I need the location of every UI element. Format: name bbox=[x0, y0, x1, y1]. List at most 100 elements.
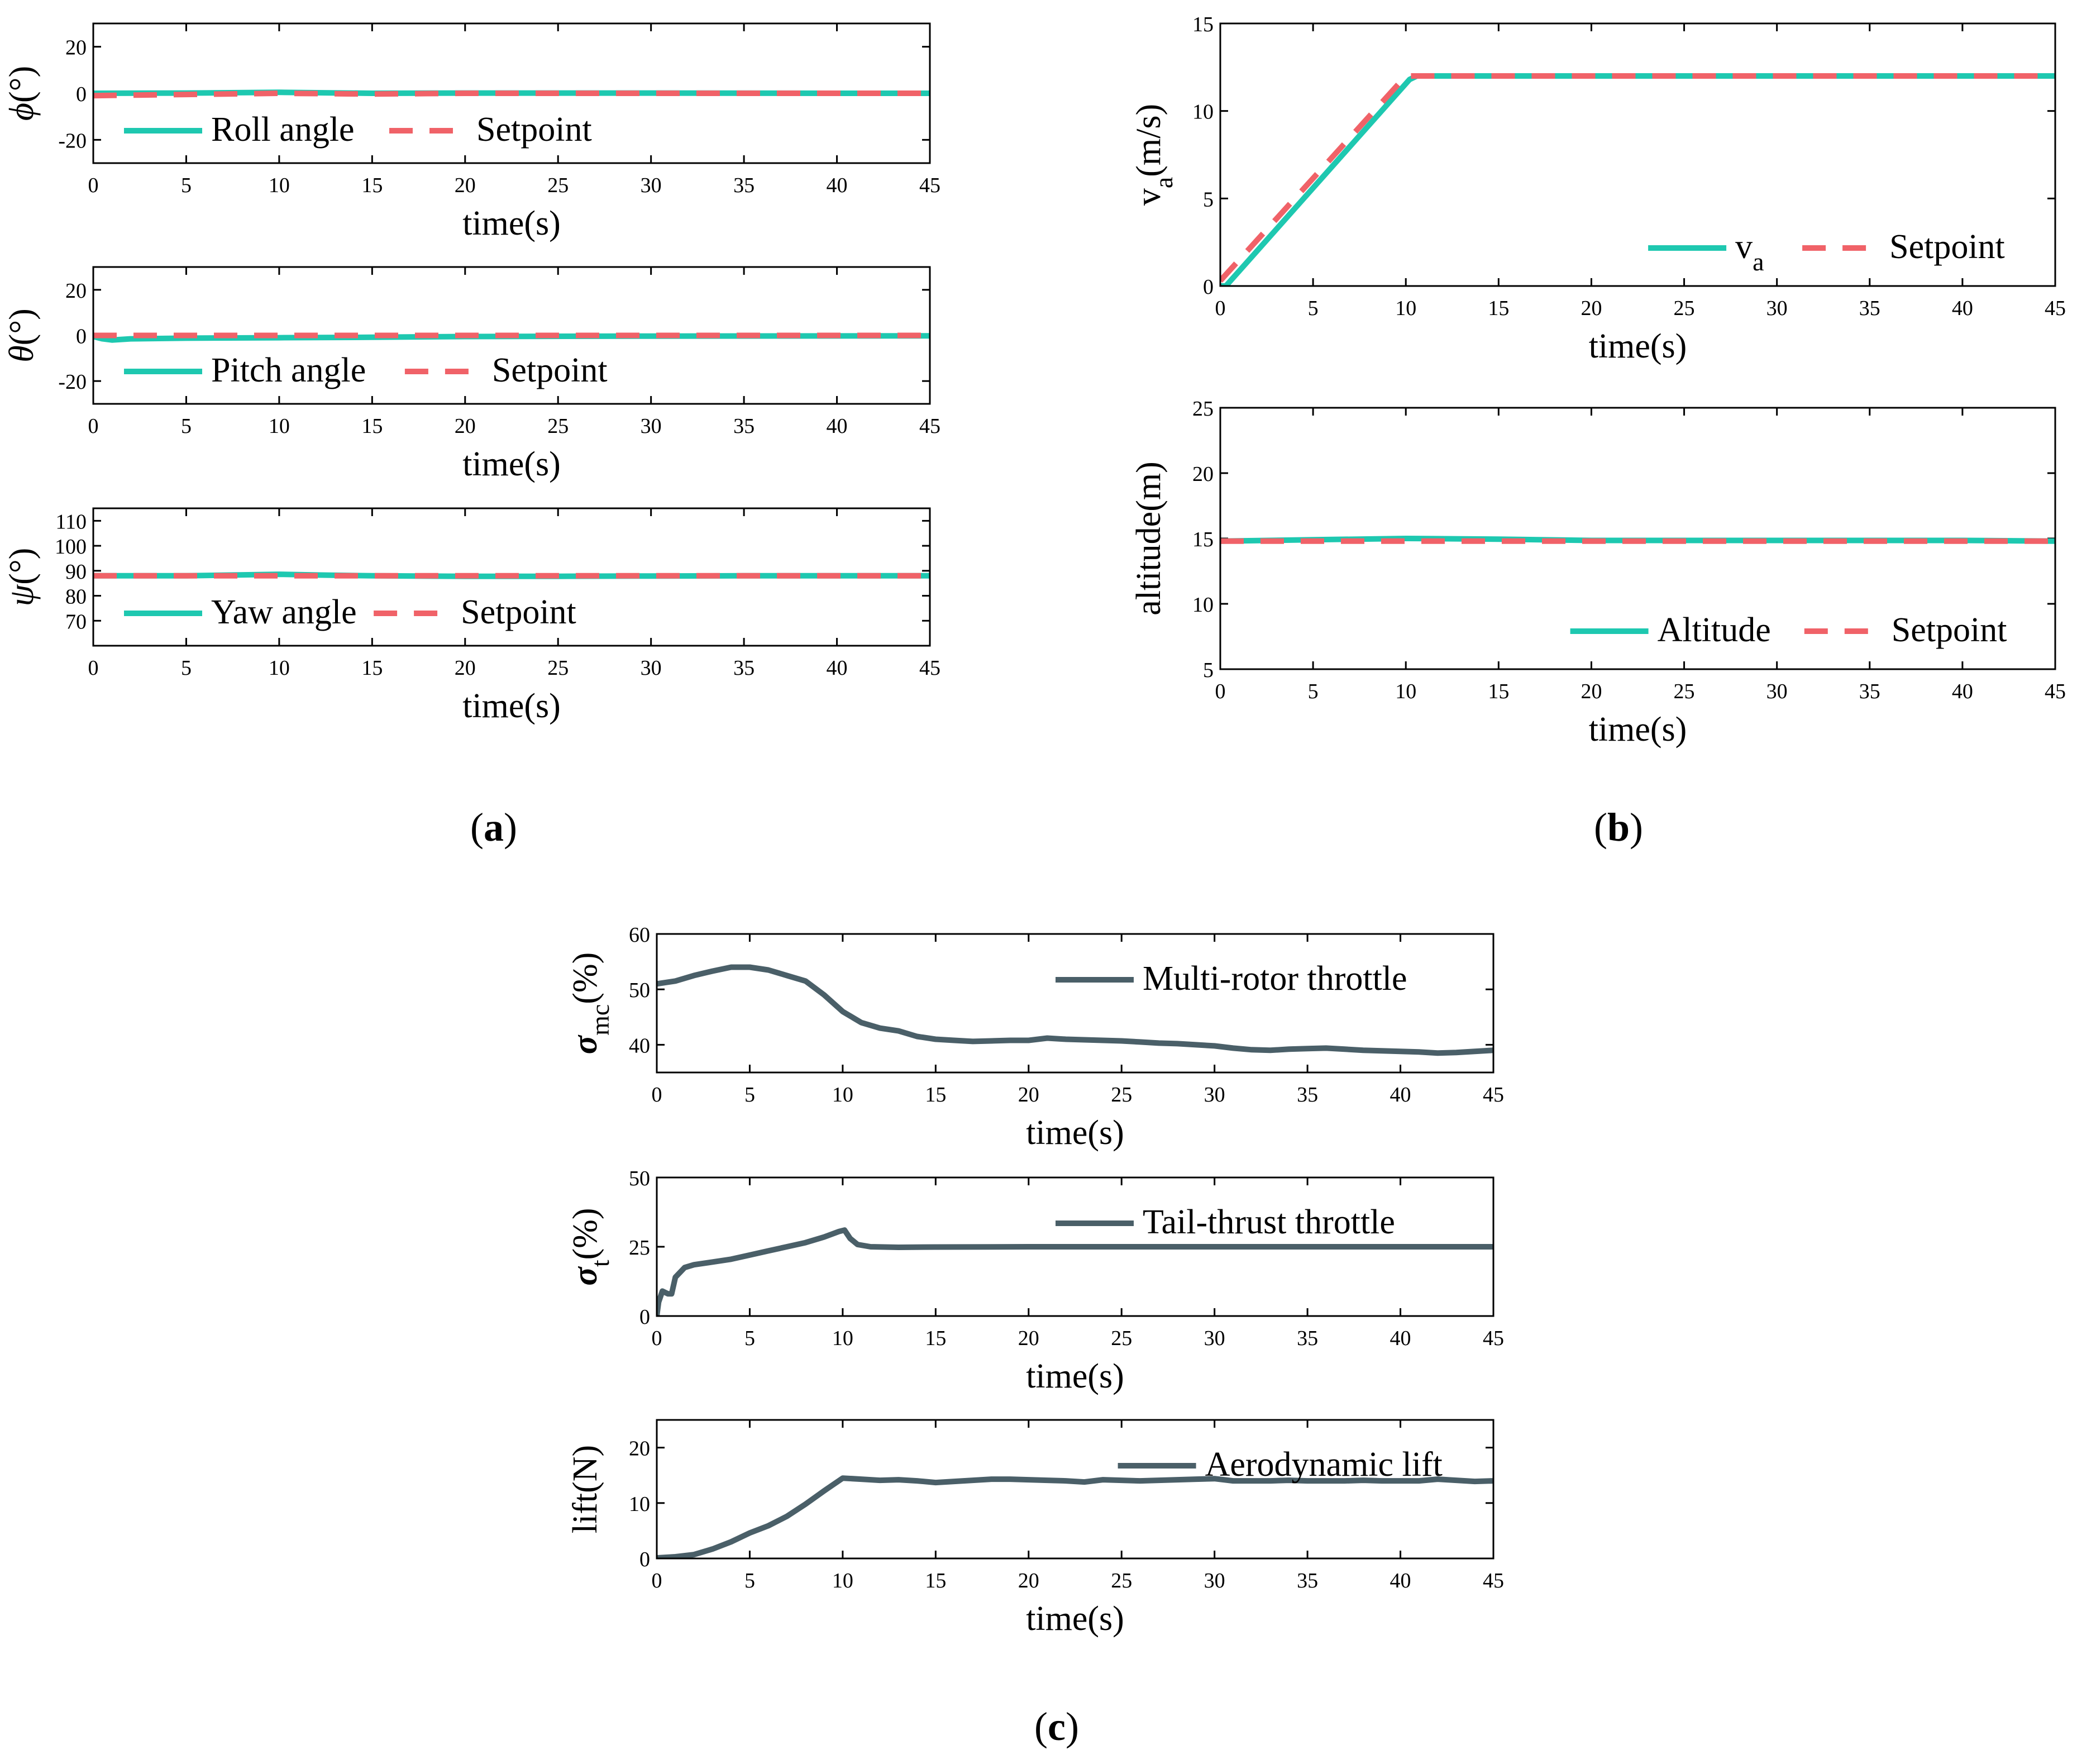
x-tick-label: 30 bbox=[1766, 680, 1788, 703]
y-tick-label: 15 bbox=[1192, 13, 1214, 36]
x-tick-label: 0 bbox=[88, 174, 99, 197]
x-axis-label: time(s) bbox=[1026, 1600, 1124, 1638]
x-tick-label: 15 bbox=[925, 1569, 946, 1593]
y-axis-label: σmc(%) bbox=[566, 952, 614, 1055]
x-tick-label: 40 bbox=[827, 174, 848, 197]
plot-frame bbox=[92, 266, 931, 405]
legend-label: va bbox=[1735, 228, 1764, 276]
y-tick-label: 50 bbox=[629, 979, 650, 1002]
y-tick-label: 25 bbox=[1192, 397, 1214, 421]
x-tick-label: 5 bbox=[744, 1327, 755, 1350]
x-tick-label: 15 bbox=[1488, 680, 1509, 703]
legend: Yaw angle Setpoint bbox=[124, 593, 576, 631]
plot-frame bbox=[92, 507, 931, 647]
x-tick-label: 45 bbox=[2045, 297, 2066, 320]
x-tick-label: 25 bbox=[1111, 1569, 1132, 1593]
x-tick-label: 45 bbox=[1483, 1569, 1504, 1593]
legend-label: Setpoint bbox=[492, 351, 608, 389]
x-tick-label: 5 bbox=[744, 1569, 755, 1593]
legend-label: Roll angle bbox=[211, 111, 355, 149]
x-tick-label: 15 bbox=[1488, 297, 1509, 320]
x-tick-label: 35 bbox=[1859, 297, 1880, 320]
plot-frame bbox=[656, 1176, 1495, 1317]
x-tick-label: 10 bbox=[269, 656, 290, 680]
x-tick-label: 30 bbox=[1204, 1083, 1225, 1107]
x-tick-label: 30 bbox=[1766, 297, 1788, 320]
plot-frame bbox=[92, 22, 931, 164]
x-tick-label: 5 bbox=[1308, 680, 1319, 703]
y-tick-label: 0 bbox=[76, 325, 87, 349]
x-axis-label: time(s) bbox=[1589, 711, 1687, 748]
x-tick-label: 0 bbox=[652, 1083, 662, 1107]
x-axis-label: time(s) bbox=[462, 445, 561, 483]
x-tick-label: 15 bbox=[925, 1327, 946, 1350]
y-axis-label: va(m/s) bbox=[1130, 104, 1178, 206]
x-tick-label: 0 bbox=[88, 414, 99, 438]
y-tick-label: 60 bbox=[629, 923, 650, 947]
x-tick-label: 20 bbox=[1018, 1083, 1039, 1107]
legend-label: Yaw angle bbox=[211, 593, 357, 631]
plot-frame bbox=[1219, 22, 2056, 287]
x-tick-label: 10 bbox=[269, 414, 290, 438]
y-tick-label: 0 bbox=[639, 1548, 650, 1571]
x-tick-label: 35 bbox=[1297, 1083, 1318, 1107]
x-tick-label: 15 bbox=[361, 174, 383, 197]
x-tick-label: 10 bbox=[832, 1083, 853, 1107]
x-tick-label: 25 bbox=[1674, 680, 1695, 703]
y-tick-label: 100 bbox=[55, 535, 87, 559]
y-tick-label: -20 bbox=[58, 129, 87, 152]
chart-tail_throttle: 0 5 10 15 20 25 30 35 40 45 0 25 50 time(s) σt(%) Tail-… bbox=[566, 1167, 1504, 1395]
x-tick-label: 0 bbox=[1215, 297, 1226, 320]
y-axis-label: ψ(°) bbox=[3, 548, 41, 607]
legend: Tail-thrust throttle bbox=[1056, 1203, 1395, 1241]
legend-label: Aerodynamic lift bbox=[1205, 1446, 1443, 1484]
legend: va Setpoint bbox=[1648, 228, 2005, 276]
x-tick-label: 0 bbox=[1215, 680, 1226, 703]
y-tick-label: 110 bbox=[55, 510, 87, 533]
x-tick-label: 20 bbox=[455, 656, 476, 680]
x-tick-label: 0 bbox=[652, 1327, 662, 1350]
chart-altitude: 0 5 10 15 20 25 30 35 40 45510152025time(s)altitu… bbox=[1130, 397, 2066, 748]
y-tick-label: 10 bbox=[629, 1493, 650, 1516]
x-tick-label: 20 bbox=[1018, 1327, 1039, 1350]
y-tick-label: 5 bbox=[1203, 188, 1214, 211]
y-axis-label: altitude(m) bbox=[1130, 461, 1168, 615]
legend-label: Setpoint bbox=[1892, 611, 2007, 649]
chart-pitch: 0 5 10 15 20 25 30 35 40 45-20020time(s)θ(°)Pitch… bbox=[3, 266, 940, 483]
y-tick-label: 40 bbox=[629, 1034, 650, 1057]
legend: Multi-rotor throttle bbox=[1056, 960, 1407, 998]
chart-airspeed: 0 5 10 15 20 25 30 35 40 45 0 5 10 15 time(s) va(m/s) va… bbox=[1130, 13, 2066, 365]
y-tick-label: 20 bbox=[629, 1437, 650, 1461]
series-aerodynamic-lift bbox=[657, 1475, 1493, 1558]
y-tick-label: 10 bbox=[1192, 593, 1214, 617]
legend-label: Tail-thrust throttle bbox=[1143, 1203, 1395, 1241]
y-tick-label: 20 bbox=[65, 279, 87, 303]
legend-label: Pitch angle bbox=[211, 351, 366, 389]
chart-mc_throttle: 0 5 10 15 20 25 30 35 40 45 40 50 60 time(s) σmc(%) Mul… bbox=[566, 923, 1504, 1152]
x-axis-label: time(s) bbox=[1026, 1114, 1124, 1152]
x-tick-label: 45 bbox=[2045, 680, 2066, 703]
x-tick-label: 25 bbox=[1111, 1327, 1132, 1350]
y-tick-label: 80 bbox=[65, 585, 87, 609]
x-tick-label: 20 bbox=[1581, 680, 1602, 703]
x-tick-label: 5 bbox=[744, 1083, 755, 1107]
x-tick-label: 25 bbox=[547, 656, 569, 680]
x-tick-label: 40 bbox=[827, 414, 848, 438]
x-tick-label: 0 bbox=[652, 1569, 662, 1593]
y-tick-label: 5 bbox=[1203, 659, 1214, 682]
x-axis-label: time(s) bbox=[1589, 327, 1687, 365]
y-axis-label: σt(%) bbox=[566, 1208, 614, 1285]
x-tick-label: 35 bbox=[733, 174, 755, 197]
x-tick-label: 45 bbox=[919, 414, 940, 438]
x-tick-label: 40 bbox=[1390, 1569, 1411, 1593]
y-tick-label: 20 bbox=[65, 36, 87, 60]
legend-label: Altitude bbox=[1658, 611, 1771, 649]
y-axis-label: θ(°) bbox=[3, 308, 41, 363]
y-axis-label: ϕ(°) bbox=[3, 66, 41, 121]
legend-label: Setpoint bbox=[476, 111, 592, 149]
x-axis-label: time(s) bbox=[1026, 1357, 1124, 1395]
x-tick-label: 45 bbox=[1483, 1327, 1504, 1350]
y-tick-label: 0 bbox=[639, 1305, 650, 1329]
